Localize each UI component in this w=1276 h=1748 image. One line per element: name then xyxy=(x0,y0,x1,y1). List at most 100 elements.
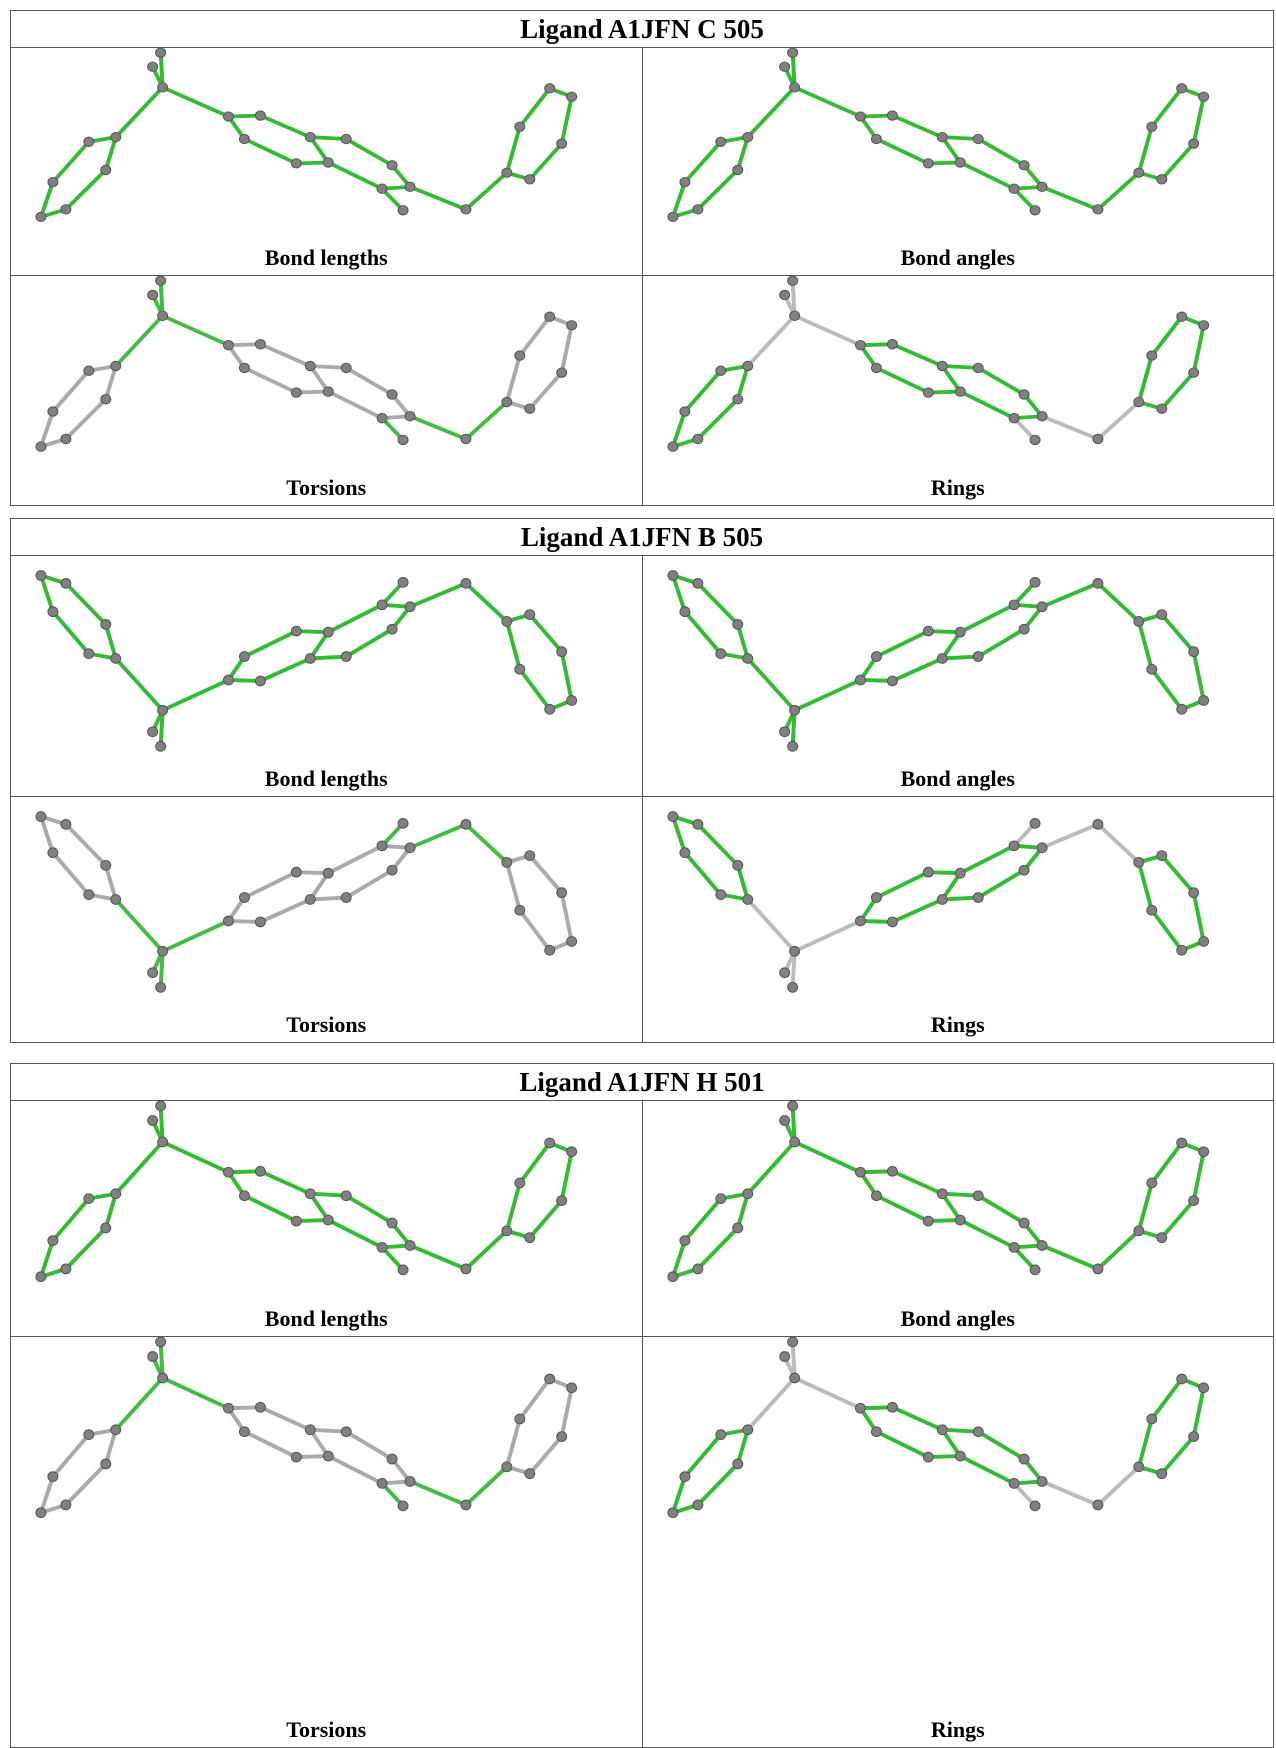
panel: Bond lengths xyxy=(11,1101,642,1336)
atom xyxy=(678,406,690,417)
atom xyxy=(157,82,169,93)
bond xyxy=(308,364,349,370)
atom xyxy=(397,576,409,588)
atom xyxy=(397,817,409,829)
atom xyxy=(254,339,266,350)
atom xyxy=(60,1263,72,1275)
atom xyxy=(1091,204,1103,215)
atom xyxy=(741,1188,753,1200)
bond xyxy=(1136,1417,1154,1469)
atom xyxy=(147,61,159,72)
bond xyxy=(258,1405,313,1432)
atom xyxy=(1175,944,1187,956)
bond xyxy=(408,822,468,850)
atom xyxy=(60,818,72,830)
atom xyxy=(35,211,47,223)
atom xyxy=(60,204,72,215)
bond xyxy=(957,389,1016,421)
bond xyxy=(103,364,118,402)
atom xyxy=(304,894,316,905)
bond xyxy=(308,1427,349,1434)
atom xyxy=(566,91,578,102)
molecule-image xyxy=(35,276,578,452)
bond xyxy=(682,850,723,897)
molecule-image xyxy=(666,276,1209,452)
atom xyxy=(100,859,112,871)
panel-caption: Bond angles xyxy=(900,245,1015,270)
bond xyxy=(326,1454,385,1486)
bond xyxy=(517,86,552,129)
atom xyxy=(922,387,934,398)
atom xyxy=(397,1500,409,1512)
atom xyxy=(254,110,266,121)
bond xyxy=(308,895,349,902)
bond xyxy=(242,1429,299,1460)
bond xyxy=(50,850,91,897)
atom xyxy=(1197,91,1209,102)
bond xyxy=(1095,581,1141,624)
atom xyxy=(788,310,800,322)
bond xyxy=(559,1149,574,1203)
atom xyxy=(60,577,72,589)
bond xyxy=(670,1474,687,1515)
atom xyxy=(854,1402,866,1414)
atom xyxy=(544,944,556,956)
bond xyxy=(63,397,108,441)
bond xyxy=(258,656,313,683)
atom xyxy=(922,158,934,169)
bond xyxy=(408,581,468,609)
bond xyxy=(670,409,687,449)
bond xyxy=(504,860,522,913)
panel-caption: Bond lengths xyxy=(264,245,388,270)
bond xyxy=(1039,581,1100,609)
atom xyxy=(972,1190,984,1202)
bond xyxy=(735,364,750,402)
atom xyxy=(786,981,798,993)
panel: Torsions xyxy=(11,276,642,505)
bond xyxy=(158,1339,165,1380)
atom xyxy=(514,121,526,132)
atom xyxy=(340,133,352,145)
bond xyxy=(957,1218,1016,1250)
atom xyxy=(157,1372,169,1384)
bond xyxy=(1159,1198,1196,1240)
atom xyxy=(304,1188,316,1200)
atom xyxy=(778,61,790,72)
atom xyxy=(972,1426,984,1438)
bond xyxy=(160,678,231,713)
bond xyxy=(792,919,862,954)
atom xyxy=(404,1240,416,1251)
atom xyxy=(1175,311,1187,322)
atom xyxy=(778,1115,790,1126)
atom xyxy=(1018,864,1030,876)
atom xyxy=(340,892,352,903)
atom xyxy=(238,133,250,145)
atom xyxy=(1029,576,1041,588)
atom xyxy=(1036,181,1048,192)
molecule-image xyxy=(35,811,578,993)
atom xyxy=(1175,83,1187,94)
atom xyxy=(322,386,334,397)
atom xyxy=(397,434,409,446)
atom xyxy=(524,1232,536,1244)
atom xyxy=(386,623,398,635)
atom xyxy=(290,866,302,878)
bond xyxy=(745,85,797,139)
bond xyxy=(160,919,231,954)
bond xyxy=(873,137,930,166)
bond xyxy=(745,1140,797,1196)
bond xyxy=(1039,414,1100,441)
atom xyxy=(1175,1373,1187,1385)
atom xyxy=(870,1190,882,1202)
atom xyxy=(1155,1468,1167,1480)
bond xyxy=(735,135,750,172)
atom xyxy=(714,889,726,900)
atom xyxy=(460,1263,472,1275)
atom xyxy=(1008,1478,1020,1489)
atom xyxy=(404,411,416,422)
ligand-table: Ligand A1JFN H 501 Bond lengths Bond angle… xyxy=(10,1063,1274,1748)
atom xyxy=(666,570,678,581)
bond xyxy=(527,612,564,654)
atom xyxy=(35,570,47,581)
bond xyxy=(463,822,509,865)
